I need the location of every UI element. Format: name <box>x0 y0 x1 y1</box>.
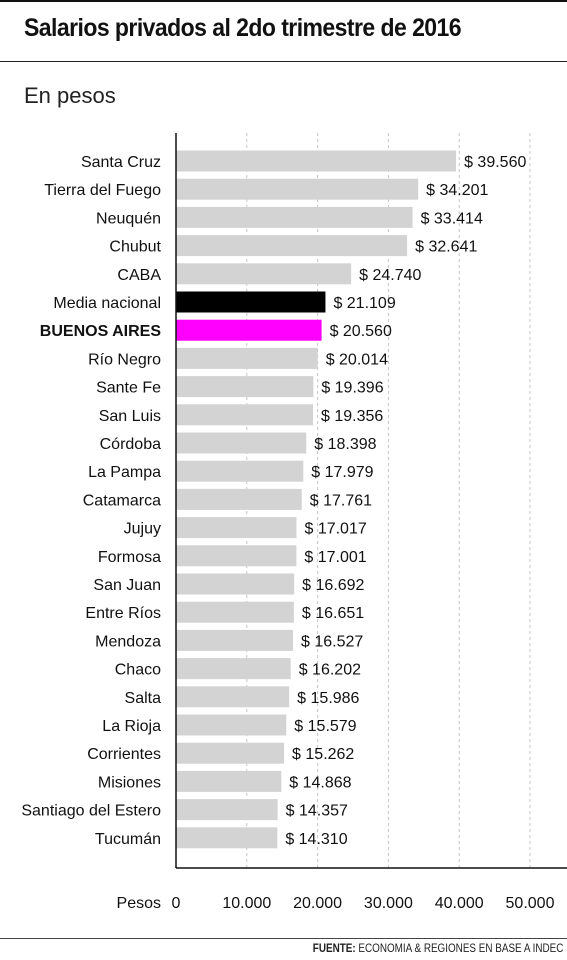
bar <box>176 206 413 228</box>
value-label: $ 34.201 <box>426 182 488 199</box>
category-label: Chaco <box>115 662 161 679</box>
bar <box>176 319 322 341</box>
value-label: $ 16.692 <box>302 577 364 594</box>
category-label: Media nacional <box>53 295 161 312</box>
title-divider <box>0 61 567 62</box>
bar <box>176 460 304 482</box>
value-label: $ 20.560 <box>330 323 392 340</box>
category-label: Santa Cruz <box>81 154 161 171</box>
value-label: $ 32.641 <box>415 239 477 256</box>
bar <box>176 573 295 595</box>
category-label: Tucumán <box>95 831 161 848</box>
x-tick-label: 10.000 <box>222 895 271 912</box>
source-note: FUENTE: ECONOMIA & REGIONES EN BASE A IN… <box>312 943 563 955</box>
footer-divider <box>0 938 567 939</box>
source-label: FUENTE: <box>312 943 356 955</box>
value-label: $ 19.396 <box>321 380 383 397</box>
value-label: $ 15.579 <box>294 718 356 735</box>
source-text: ECONOMIA & REGIONES EN BASE A INDEC <box>357 943 563 955</box>
bar <box>176 686 290 708</box>
bar <box>176 714 287 736</box>
category-label: Río Negro <box>88 351 161 368</box>
value-label: $ 20.014 <box>326 351 388 368</box>
category-label: San Luis <box>99 408 161 425</box>
bar <box>176 517 297 539</box>
category-label: Misiones <box>98 774 161 791</box>
category-label: San Juan <box>93 577 161 594</box>
category-label: Salta <box>125 690 162 707</box>
value-label: $ 14.357 <box>286 803 348 820</box>
bar <box>176 404 314 426</box>
bar-chart: Santa Cruz $ 39.560 Tierra del Fuego $ 34.2… <box>21 133 567 912</box>
value-label: $ 14.868 <box>289 774 351 791</box>
bar <box>176 799 278 821</box>
bar <box>176 629 294 651</box>
category-label: Catamarca <box>83 492 161 509</box>
category-label: BUENOS AIRES <box>40 323 162 340</box>
value-label: $ 33.414 <box>421 210 483 227</box>
value-label: $ 17.017 <box>304 521 366 538</box>
value-label: $ 18.398 <box>314 436 376 453</box>
x-tick-label: 20.000 <box>293 895 342 912</box>
bar <box>176 827 278 849</box>
value-label: $ 39.560 <box>464 154 526 171</box>
category-label: Sante Fe <box>96 380 161 397</box>
x-axis-label: Pesos <box>117 895 161 912</box>
value-label: $ 16.202 <box>299 662 361 679</box>
category-label: Jujuy <box>124 521 161 538</box>
chart-subtitle: En pesos <box>24 83 116 108</box>
value-label: $ 17.979 <box>311 464 373 481</box>
bar <box>176 376 314 398</box>
bar <box>176 235 408 257</box>
category-label: CABA <box>117 267 161 284</box>
value-label: $ 24.740 <box>359 267 421 284</box>
category-label: La Rioja <box>102 718 161 735</box>
bar <box>176 545 297 567</box>
bar <box>176 291 326 313</box>
value-label: $ 16.527 <box>301 633 363 650</box>
category-label: Córdoba <box>100 436 161 453</box>
value-label: $ 15.986 <box>297 690 359 707</box>
category-label: Corrientes <box>87 746 161 763</box>
bar <box>176 178 419 200</box>
category-label: La Pampa <box>88 464 161 481</box>
bar <box>176 770 282 792</box>
bar <box>176 601 294 623</box>
bar <box>176 347 318 369</box>
category-label: Tierra del Fuego <box>44 182 161 199</box>
category-label: Neuquén <box>96 210 161 227</box>
value-label: $ 16.651 <box>302 605 364 622</box>
top-rule <box>0 0 567 2</box>
x-tick-label: 0 <box>172 895 181 912</box>
category-label: Formosa <box>98 549 161 566</box>
x-tick-label: 50.000 <box>506 895 555 912</box>
value-label: $ 21.109 <box>333 295 395 312</box>
value-label: $ 17.001 <box>304 549 366 566</box>
bar <box>176 432 307 454</box>
bar <box>176 488 302 510</box>
value-label: $ 15.262 <box>292 746 354 763</box>
chart-title: Salarios privados al 2do trimestre de 20… <box>24 14 462 42</box>
category-label: Santiago del Estero <box>21 803 161 820</box>
value-label: $ 17.761 <box>310 492 372 509</box>
x-tick-label: 30.000 <box>364 895 413 912</box>
category-label: Entre Ríos <box>85 605 161 622</box>
value-label: $ 14.310 <box>285 831 347 848</box>
category-label: Chubut <box>109 239 161 256</box>
category-label: Mendoza <box>95 633 161 650</box>
bar <box>176 150 457 172</box>
x-tick-label: 40.000 <box>435 895 484 912</box>
bar <box>176 658 291 680</box>
value-label: $ 19.356 <box>321 408 383 425</box>
bar <box>176 263 352 285</box>
bar <box>176 742 285 764</box>
